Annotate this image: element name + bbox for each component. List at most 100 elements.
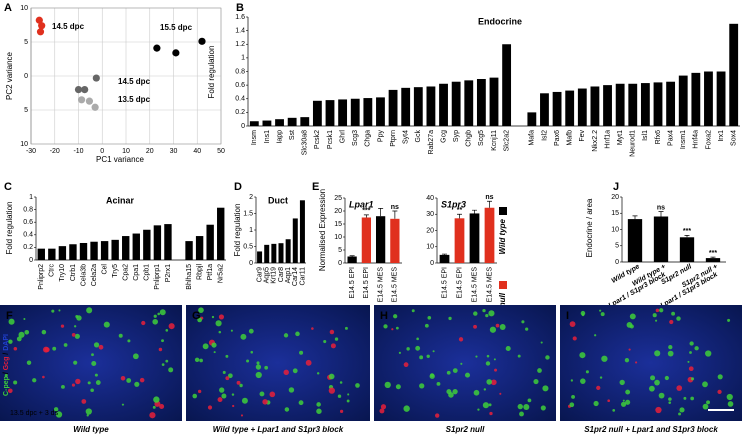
y-tick-label: 30 bbox=[426, 211, 434, 218]
cell-signal bbox=[75, 378, 81, 385]
significance: ns bbox=[391, 204, 399, 211]
cell-signal bbox=[346, 399, 350, 403]
x-tick-label: Myt1 bbox=[617, 130, 624, 145]
cell-signal bbox=[198, 307, 204, 314]
x-tick-label: Insm1 bbox=[680, 130, 687, 149]
cell-signal bbox=[139, 377, 145, 383]
cell-signal bbox=[688, 366, 694, 372]
cell-signal bbox=[197, 389, 202, 394]
cell-signal bbox=[217, 397, 223, 403]
x-tick-label: Fev bbox=[579, 130, 586, 142]
cell-signal bbox=[231, 393, 235, 396]
cell-signal bbox=[153, 314, 157, 318]
cell-signal bbox=[655, 308, 660, 313]
cell-signal bbox=[298, 400, 304, 406]
cell-signal bbox=[330, 343, 336, 349]
x-tick-label: E14.5 MES bbox=[377, 267, 384, 303]
plot-frame bbox=[30, 7, 222, 145]
cell-signal bbox=[676, 385, 683, 391]
significance: ns bbox=[485, 194, 493, 201]
cell-signal bbox=[495, 323, 500, 328]
bar bbox=[376, 97, 385, 126]
bar bbox=[484, 207, 495, 263]
cell-signal bbox=[43, 346, 49, 353]
cell-signal bbox=[523, 404, 530, 411]
bar bbox=[439, 83, 448, 126]
y-tick-label: 5 bbox=[338, 247, 342, 254]
cell-signal bbox=[93, 342, 100, 348]
series-label: 14.5 dpc bbox=[52, 22, 85, 31]
cell-signal bbox=[540, 341, 543, 344]
cell-signal bbox=[473, 389, 480, 396]
cell-signal bbox=[460, 362, 463, 365]
bar bbox=[287, 117, 297, 126]
cell-signal bbox=[489, 326, 497, 333]
cell-signal bbox=[91, 353, 94, 357]
cell-signal bbox=[134, 381, 140, 387]
image-caption: S1pr2 null bbox=[446, 425, 485, 434]
legend-label: Wild type bbox=[498, 218, 507, 254]
cell-signal bbox=[540, 405, 546, 411]
cell-signal bbox=[215, 320, 222, 327]
x-tick-label: Try5 bbox=[112, 264, 119, 278]
x-tick-label: Cpa2 bbox=[123, 264, 130, 281]
cell-signal bbox=[705, 350, 712, 357]
cell-signal bbox=[628, 348, 631, 351]
cell-signal bbox=[269, 391, 276, 398]
x-tick-label: Car14 bbox=[292, 267, 299, 286]
bar bbox=[153, 225, 162, 260]
cell-signal bbox=[118, 333, 123, 338]
cell-signal bbox=[299, 350, 304, 355]
x-tick-label: Neurod1 bbox=[630, 130, 637, 157]
y-tick-label: 0.4 bbox=[235, 96, 245, 103]
cell-signal bbox=[103, 321, 110, 328]
y-tick-label: 10 bbox=[426, 244, 434, 251]
chart-title: Duct bbox=[268, 195, 288, 205]
panel-letter: A bbox=[4, 2, 12, 14]
cell-signal bbox=[227, 373, 233, 379]
micrograph bbox=[374, 305, 556, 421]
bar bbox=[58, 246, 67, 260]
bar bbox=[363, 98, 373, 126]
cell-signal bbox=[73, 360, 78, 365]
y-tick-label: 0.5 bbox=[243, 243, 253, 250]
x-tick-label: 20 bbox=[146, 148, 154, 155]
cell-signal bbox=[240, 333, 247, 340]
cell-signal bbox=[218, 314, 225, 320]
cell-signal bbox=[86, 307, 93, 314]
cell-signal bbox=[13, 346, 18, 351]
x-tick-label: 30 bbox=[170, 148, 178, 155]
cell-signal bbox=[395, 326, 399, 330]
bar bbox=[90, 241, 98, 260]
chart-title: S1pr3 bbox=[441, 199, 466, 209]
significance: *** bbox=[362, 208, 370, 215]
cell-signal bbox=[328, 387, 335, 394]
cell-signal bbox=[13, 380, 18, 385]
cell-signal bbox=[159, 309, 166, 316]
cell-signal bbox=[499, 392, 502, 395]
x-tick-label: Mafa bbox=[529, 130, 536, 146]
cell-signal bbox=[690, 377, 695, 381]
x-tick-label: Slc2a2 bbox=[503, 130, 510, 152]
cell-signal bbox=[411, 309, 415, 313]
cell-signal bbox=[283, 333, 289, 338]
cell-signal bbox=[570, 379, 574, 382]
cell-signal bbox=[63, 343, 68, 347]
bar bbox=[264, 244, 270, 263]
cell-signal bbox=[625, 389, 631, 395]
cell-signal bbox=[53, 407, 59, 412]
cell-signal bbox=[489, 411, 493, 416]
bar bbox=[476, 78, 486, 126]
x-tick-label: Aqp5 bbox=[264, 267, 271, 283]
cell-signal bbox=[600, 312, 605, 317]
cell-signal bbox=[486, 379, 492, 385]
point bbox=[74, 86, 83, 94]
bar bbox=[413, 87, 423, 126]
cell-signal bbox=[727, 318, 731, 322]
cell-signal bbox=[601, 355, 608, 362]
cell-signal bbox=[8, 339, 13, 344]
x-tick-label: Ctrc bbox=[49, 264, 56, 277]
x-tick-label: Scg3 bbox=[352, 130, 359, 146]
bar bbox=[502, 44, 512, 126]
y-axis-label: Fold regulation bbox=[5, 202, 14, 255]
